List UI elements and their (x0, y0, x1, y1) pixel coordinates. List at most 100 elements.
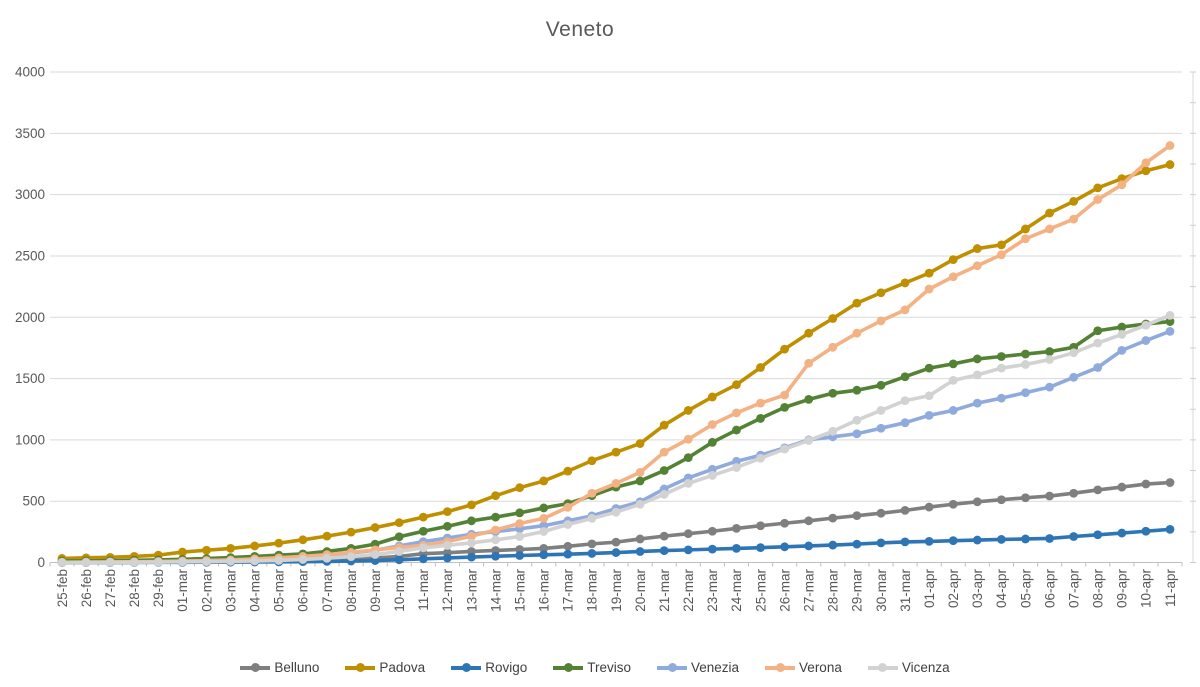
data-point-belluno (924, 502, 934, 512)
data-point-verona (635, 467, 645, 477)
data-point-belluno (1093, 485, 1103, 495)
data-point-rovigo (1093, 530, 1103, 540)
data-point-vicenza (250, 556, 260, 566)
data-point-vicenza (394, 547, 404, 556)
data-point-vicenza (924, 391, 934, 401)
legend-item-treviso: Treviso (553, 660, 631, 675)
data-point-treviso (707, 437, 717, 447)
data-point-padova (370, 523, 380, 532)
data-point-venezia (1093, 363, 1103, 372)
data-point-rovigo (1069, 532, 1079, 541)
data-point-padova (611, 447, 621, 457)
data-point-vicenza (226, 556, 236, 566)
data-point-padova (1021, 224, 1030, 234)
x-axis-label: 03-mar (223, 569, 238, 612)
data-point-verona (756, 398, 765, 408)
data-point-treviso (491, 512, 500, 522)
data-point-rovigo (467, 552, 476, 562)
x-axis-label: 27-feb (103, 569, 118, 607)
data-point-vicenza (876, 406, 886, 415)
data-point-venezia (1141, 336, 1151, 345)
y-axis-label: 3000 (15, 187, 45, 202)
data-point-venezia (996, 393, 1006, 403)
x-axis-label: 02-apr (946, 569, 961, 609)
data-point-venezia (1117, 345, 1127, 355)
data-point-treviso (876, 380, 886, 390)
data-point-treviso (442, 521, 452, 531)
data-point-padova (996, 240, 1006, 250)
data-point-treviso (804, 395, 814, 404)
x-axis-label: 12-mar (440, 569, 455, 612)
data-point-verona (828, 342, 838, 352)
x-axis-label: 28-mar (826, 569, 841, 612)
data-point-belluno (828, 513, 838, 523)
data-point-verona (732, 408, 741, 418)
data-point-verona (587, 488, 597, 498)
data-point-padova (972, 244, 982, 253)
x-axis-label: 27-mar (801, 569, 816, 612)
data-point-venezia (972, 398, 982, 408)
data-point-rovigo (1165, 524, 1175, 534)
data-point-padova (346, 527, 356, 537)
data-point-vicenza (153, 557, 163, 567)
x-axis-label: 04-mar (247, 569, 262, 612)
data-point-padova (876, 288, 886, 298)
data-point-padova (226, 543, 236, 553)
legend-item-rovigo: Rovigo (451, 660, 527, 675)
data-point-treviso (1093, 326, 1103, 336)
data-point-treviso (539, 503, 549, 513)
data-point-venezia (924, 410, 934, 420)
x-axis-label: 09-apr (1115, 569, 1130, 609)
legend-item-verona: Verona (765, 660, 842, 675)
data-point-padova (900, 278, 910, 288)
x-axis-label: 15-mar (512, 569, 527, 612)
data-point-verona (780, 390, 790, 400)
data-point-rovigo (732, 543, 741, 553)
data-point-rovigo (683, 545, 693, 555)
y-axis-label: 500 (22, 494, 45, 509)
data-point-belluno (756, 521, 765, 531)
data-point-verona (515, 519, 525, 528)
data-point-vicenza (370, 550, 380, 559)
x-axis-label: 07-apr (1066, 569, 1081, 609)
data-point-treviso (1117, 322, 1127, 332)
data-point-vicenza (467, 538, 476, 548)
data-point-belluno (611, 537, 621, 547)
data-point-verona (996, 250, 1006, 260)
data-point-treviso (900, 372, 910, 382)
x-axis-label: 05-mar (272, 569, 287, 612)
data-point-belluno (1021, 493, 1030, 503)
y-axis-label: 1500 (15, 371, 45, 386)
data-point-padova (418, 512, 428, 522)
data-point-verona (852, 328, 862, 338)
data-point-rovigo (1021, 534, 1030, 544)
data-point-vicenza (418, 543, 428, 553)
data-point-padova (1069, 196, 1079, 206)
data-point-venezia (1045, 382, 1054, 392)
y-axis-label: 1000 (15, 432, 45, 447)
data-point-padova (683, 406, 693, 415)
data-point-treviso (659, 466, 669, 475)
data-point-padova (780, 344, 790, 354)
x-axis-label: 01-apr (922, 569, 937, 609)
data-point-vicenza (322, 553, 332, 563)
data-point-belluno (635, 534, 645, 544)
data-point-verona (972, 261, 982, 271)
x-axis-label: 26-mar (777, 569, 792, 612)
data-point-vicenza (563, 520, 573, 529)
data-point-belluno (539, 543, 549, 553)
x-axis-label: 29-mar (850, 569, 865, 612)
data-point-padova (515, 483, 525, 493)
x-axis-label: 03-apr (970, 569, 985, 609)
x-axis-label: 16-mar (537, 569, 552, 612)
data-point-padova (1093, 183, 1103, 193)
legend-item-vicenza: Vicenza (867, 660, 950, 675)
data-point-padova (635, 439, 645, 448)
data-point-belluno (996, 495, 1006, 505)
data-point-verona (563, 502, 573, 512)
data-point-treviso (1021, 349, 1030, 359)
data-point-belluno (659, 531, 669, 541)
x-axis-label: 18-mar (585, 569, 600, 612)
data-point-rovigo (563, 549, 573, 559)
